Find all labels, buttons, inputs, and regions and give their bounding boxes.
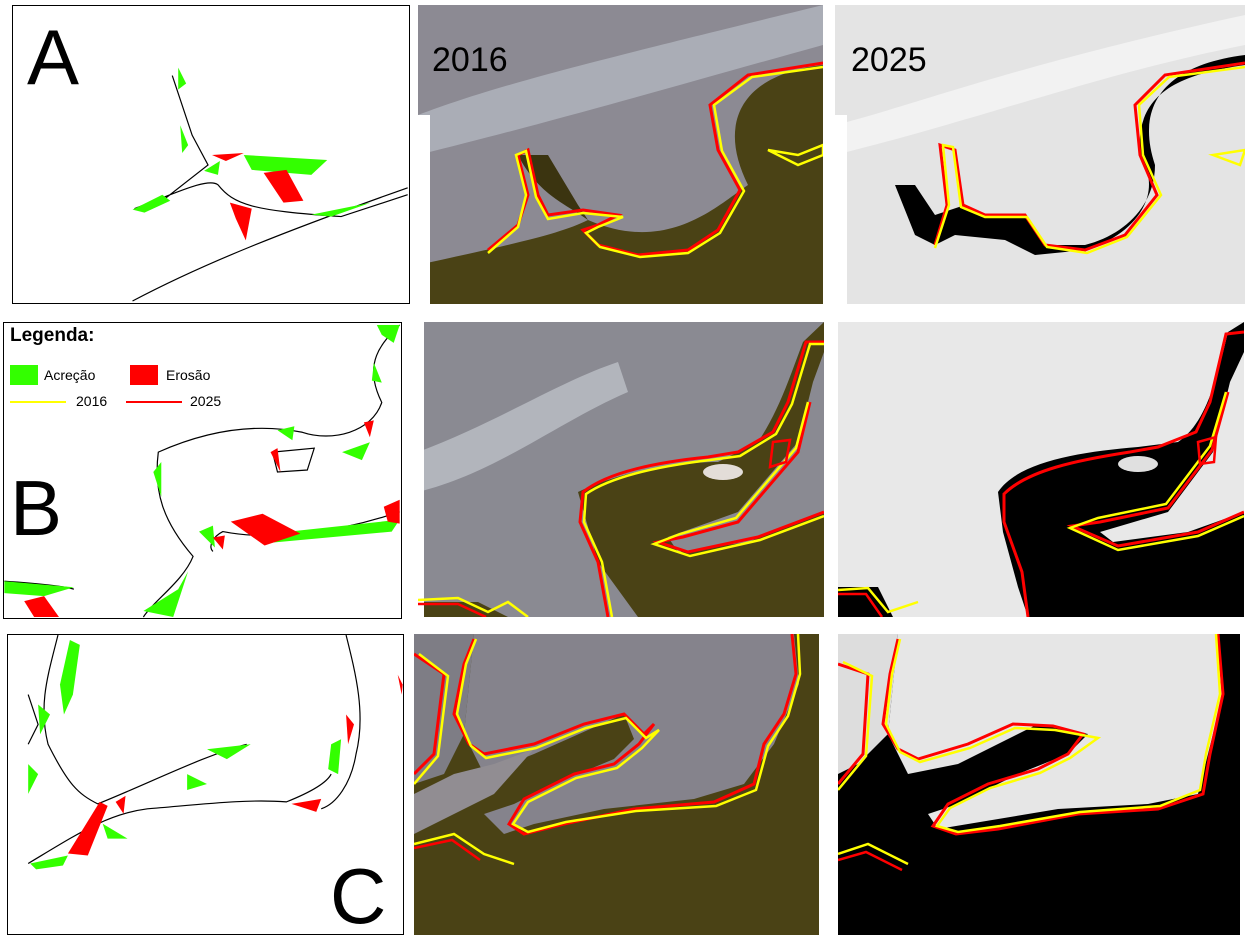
satellite-gray-2025-c-svg: [838, 634, 1244, 935]
erosion-patch: [67, 801, 108, 856]
change-map-a-svg: [132, 67, 408, 302]
erosion-patch: [115, 795, 126, 814]
accretion-patch: [187, 774, 207, 790]
legend-swatch-accretion: [10, 365, 38, 385]
satellite-rgb-2016-a-svg: [418, 5, 823, 304]
change-map-b: Legenda: Acreção Erosão 2016 2025 B: [3, 322, 402, 619]
accretion-patch: [4, 581, 74, 597]
accretion-patch: [252, 519, 400, 544]
erosion-patch: [230, 513, 301, 546]
legend-label-2016: 2016: [76, 393, 108, 409]
panel-label-b: B: [10, 464, 63, 552]
satellite-rgb-2016-a: 2016: [418, 5, 823, 304]
accretion-patch: [180, 125, 189, 154]
erosion-patch: [24, 596, 59, 618]
erosion-patch: [270, 448, 281, 472]
legend-label-erosion: Erosão: [166, 367, 211, 383]
legend-label-2025: 2025: [190, 393, 222, 409]
satellite-rgb-2016-c: [414, 634, 823, 935]
legend-line-2025: [126, 401, 182, 403]
accretion-patch: [371, 362, 382, 383]
panel-label-a: A: [27, 13, 80, 101]
accretion-patch: [328, 739, 342, 775]
accretion-patch: [178, 67, 187, 90]
erosion-patch: [263, 169, 304, 203]
erosion-patch: [383, 499, 400, 524]
change-map-c-svg: [27, 635, 403, 870]
satellite-gray-2025-a-svg: [835, 5, 1245, 304]
panel-label-c: C: [330, 852, 387, 935]
accretion-patch: [206, 744, 251, 760]
erosion-patch: [211, 153, 244, 161]
accretion-patch: [143, 571, 189, 618]
legend-title: Legenda:: [10, 325, 95, 346]
change-map-a: A: [12, 5, 410, 304]
accretion-patch: [342, 442, 370, 461]
erosion-patch: [291, 798, 322, 812]
satellite-gray-2025-b: [838, 322, 1244, 617]
accretion-patch: [153, 462, 162, 497]
accretion-patch: [376, 324, 400, 343]
satellite-rgb-2016-b: [418, 322, 824, 617]
legend-label-accretion: Acreção: [44, 367, 96, 383]
accretion-patch: [132, 194, 171, 213]
accretion-patch: [102, 823, 128, 839]
satellite-rgb-2016-b-svg: [418, 322, 824, 617]
accretion-patch: [199, 525, 215, 548]
accretion-patch: [277, 426, 295, 441]
accretion-patch: [30, 855, 68, 870]
satellite-gray-2025-a: 2025: [835, 5, 1245, 304]
erosion-patch: [212, 535, 225, 550]
accretion-patch: [204, 160, 220, 175]
satellite-gray-2025-b-svg: [838, 322, 1244, 617]
accretion-patch: [28, 764, 39, 794]
legend-swatch-erosion: [130, 365, 158, 385]
legend-line-2016: [10, 401, 66, 403]
satellite-gray-2025-c: [838, 634, 1244, 935]
accretion-patch: [243, 154, 328, 175]
year-label-2025: 2025: [851, 41, 927, 79]
erosion-patch: [229, 202, 252, 241]
erosion-patch: [346, 714, 355, 745]
erosion-patch: [363, 420, 374, 438]
accretion-patch: [311, 202, 371, 217]
map-legend: Legenda: Acreção Erosão 2016 2025: [4, 323, 244, 423]
year-label-2016: 2016: [432, 41, 508, 79]
satellite-rgb-2016-c-svg: [414, 634, 823, 935]
erosion-patch: [397, 674, 403, 695]
change-map-b-svg: [4, 324, 401, 618]
change-map-c: C: [7, 634, 404, 935]
accretion-patch: [59, 639, 80, 715]
accretion-patch: [38, 704, 51, 735]
